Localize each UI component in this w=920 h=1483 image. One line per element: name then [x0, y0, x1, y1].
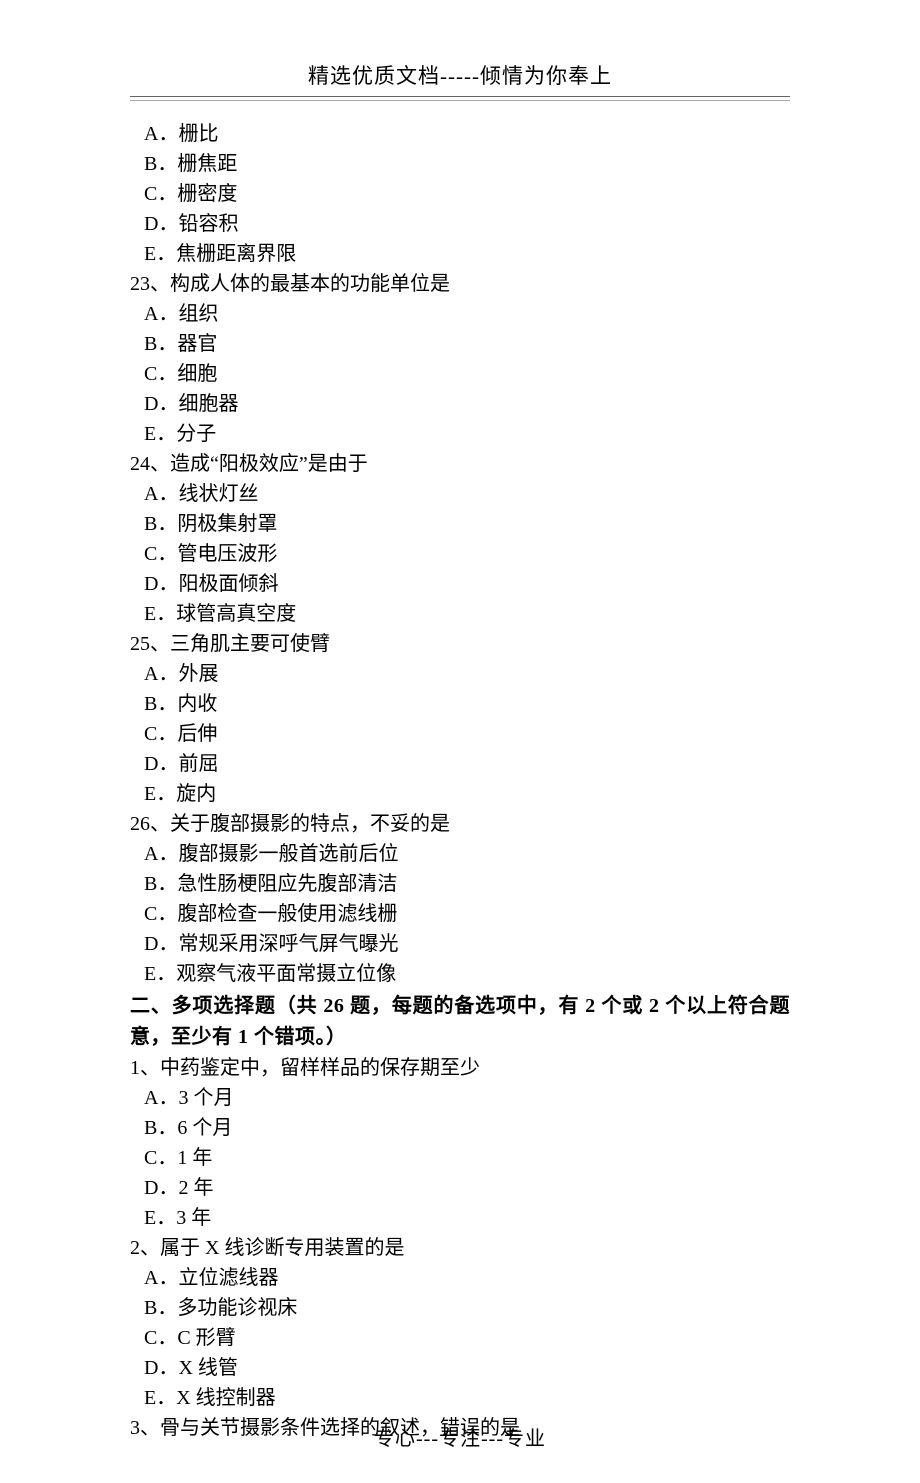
mq1-option-d: D．2 年 [130, 1173, 790, 1203]
mq2-option-a: A．立位滤线器 [130, 1263, 790, 1293]
section-2-title: 二、多项选择题（共 26 题，每题的备选项中，有 2 个或 2 个以上符合题意，… [130, 991, 790, 1053]
q22-option-d: D．铅容积 [130, 209, 790, 239]
mq2-stem: 2、属于 X 线诊断专用装置的是 [130, 1233, 790, 1263]
q23-option-a: A．组织 [130, 299, 790, 329]
q25-option-e: E．旋内 [130, 779, 790, 809]
q23-option-c: C．细胞 [130, 359, 790, 389]
q24-option-b: B．阴极集射罩 [130, 509, 790, 539]
mq2-option-b: B．多功能诊视床 [130, 1293, 790, 1323]
q23-option-e: E．分子 [130, 419, 790, 449]
q22-option-e: E．焦栅距离界限 [130, 239, 790, 269]
q22-option-a: A．栅比 [130, 119, 790, 149]
q26-option-c: C．腹部检查一般使用滤线栅 [130, 899, 790, 929]
q24-option-d: D．阳极面倾斜 [130, 569, 790, 599]
q25-option-d: D．前屈 [130, 749, 790, 779]
q24-stem: 24、造成“阳极效应”是由于 [130, 449, 790, 479]
header-divider [130, 96, 790, 101]
q25-option-c: C．后伸 [130, 719, 790, 749]
q25-option-b: B．内收 [130, 689, 790, 719]
q26-option-e: E．观察气液平面常摄立位像 [130, 959, 790, 989]
q22-option-c: C．栅密度 [130, 179, 790, 209]
q25-option-a: A．外展 [130, 659, 790, 689]
q22-option-b: B．栅焦距 [130, 149, 790, 179]
mq1-option-b: B．6 个月 [130, 1113, 790, 1143]
q23-stem: 23、构成人体的最基本的功能单位是 [130, 269, 790, 299]
page-header: 精选优质文档-----倾情为你奉上 [130, 60, 790, 90]
q26-option-d: D．常规采用深呼气屏气曝光 [130, 929, 790, 959]
mq2-option-c: C．C 形臂 [130, 1323, 790, 1353]
mq2-option-d: D．X 线管 [130, 1353, 790, 1383]
mq2-option-e: E．X 线控制器 [130, 1383, 790, 1413]
mq1-option-a: A．3 个月 [130, 1083, 790, 1113]
q23-option-d: D．细胞器 [130, 389, 790, 419]
mq1-option-e: E．3 年 [130, 1203, 790, 1233]
q26-option-a: A．腹部摄影一般首选前后位 [130, 839, 790, 869]
q24-option-e: E．球管高真空度 [130, 599, 790, 629]
mq1-stem: 1、中药鉴定中，留样样品的保存期至少 [130, 1053, 790, 1083]
q24-option-c: C．管电压波形 [130, 539, 790, 569]
q23-option-b: B．器官 [130, 329, 790, 359]
mq1-option-c: C．1 年 [130, 1143, 790, 1173]
q24-option-a: A．线状灯丝 [130, 479, 790, 509]
page-footer: 专心---专注---专业 [0, 1422, 920, 1451]
document-page: 精选优质文档-----倾情为你奉上 A．栅比 B．栅焦距 C．栅密度 D．铅容积… [0, 0, 920, 1483]
q25-stem: 25、三角肌主要可使臂 [130, 629, 790, 659]
q26-stem: 26、关于腹部摄影的特点，不妥的是 [130, 809, 790, 839]
q26-option-b: B．急性肠梗阻应先腹部清洁 [130, 869, 790, 899]
